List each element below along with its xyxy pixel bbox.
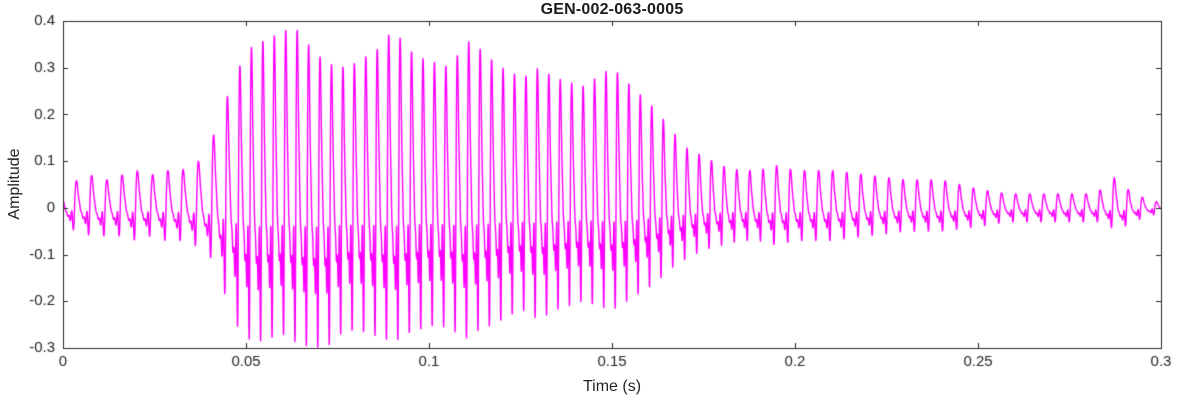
figure: GEN-002-063-0005 Amplitude Time (s) xyxy=(0,0,1177,404)
plot-canvas xyxy=(0,0,1177,404)
